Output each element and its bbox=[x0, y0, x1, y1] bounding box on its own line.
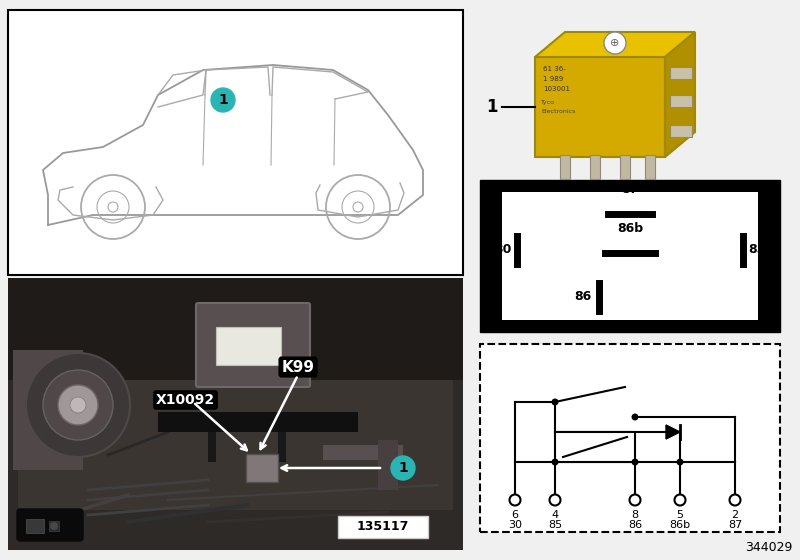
Bar bbox=[216, 327, 281, 365]
Circle shape bbox=[630, 494, 641, 506]
Text: 30: 30 bbox=[494, 243, 512, 256]
Bar bbox=[8, 278, 463, 550]
Bar bbox=[26, 519, 44, 533]
Polygon shape bbox=[665, 32, 695, 157]
Bar bbox=[590, 155, 600, 179]
FancyBboxPatch shape bbox=[196, 303, 310, 387]
Text: 6: 6 bbox=[511, 510, 518, 520]
Circle shape bbox=[510, 494, 521, 506]
Polygon shape bbox=[535, 32, 695, 57]
Circle shape bbox=[58, 385, 98, 425]
Bar bbox=[246, 454, 278, 482]
Bar bbox=[480, 344, 780, 532]
Text: 85: 85 bbox=[748, 243, 766, 256]
Circle shape bbox=[550, 494, 561, 506]
Text: 85: 85 bbox=[548, 520, 562, 530]
Circle shape bbox=[26, 353, 130, 457]
Text: 87: 87 bbox=[728, 520, 742, 530]
Text: 86: 86 bbox=[574, 291, 591, 304]
Bar bbox=[8, 10, 463, 275]
Text: 1 989: 1 989 bbox=[543, 76, 563, 82]
Text: Electronics: Electronics bbox=[541, 109, 575, 114]
Bar bbox=[338, 516, 428, 538]
Bar bbox=[560, 155, 570, 179]
Bar bbox=[555, 432, 635, 462]
Bar bbox=[208, 430, 216, 462]
Text: 61 36-: 61 36- bbox=[543, 66, 566, 72]
Text: 1: 1 bbox=[218, 93, 228, 107]
Text: 5: 5 bbox=[677, 510, 683, 520]
Bar bbox=[323, 445, 403, 460]
FancyBboxPatch shape bbox=[17, 509, 83, 541]
Bar bbox=[378, 440, 398, 490]
Text: X10092: X10092 bbox=[156, 393, 215, 407]
Circle shape bbox=[730, 494, 741, 506]
Bar bbox=[49, 521, 59, 531]
Bar bbox=[18, 380, 453, 510]
Text: 4: 4 bbox=[551, 510, 558, 520]
Text: 30: 30 bbox=[508, 520, 522, 530]
Bar bbox=[8, 278, 463, 380]
Text: 2: 2 bbox=[731, 510, 738, 520]
Circle shape bbox=[631, 413, 638, 421]
Polygon shape bbox=[758, 232, 780, 256]
Text: Tyco: Tyco bbox=[541, 100, 555, 105]
Bar bbox=[670, 67, 692, 79]
Text: 103001: 103001 bbox=[543, 86, 570, 92]
Circle shape bbox=[677, 459, 683, 465]
Circle shape bbox=[551, 459, 558, 465]
Circle shape bbox=[43, 370, 113, 440]
Bar bbox=[158, 412, 358, 432]
Circle shape bbox=[551, 399, 558, 405]
Text: 8: 8 bbox=[631, 510, 638, 520]
Text: ⊕: ⊕ bbox=[610, 38, 620, 48]
Text: 135117: 135117 bbox=[357, 520, 409, 534]
Bar bbox=[480, 180, 780, 332]
Circle shape bbox=[631, 459, 638, 465]
Text: 86b: 86b bbox=[617, 222, 643, 235]
Text: 87: 87 bbox=[622, 183, 638, 196]
Bar bbox=[670, 95, 692, 107]
Circle shape bbox=[604, 32, 626, 54]
Circle shape bbox=[70, 397, 86, 413]
Circle shape bbox=[674, 494, 686, 506]
Text: 1: 1 bbox=[486, 98, 498, 116]
Bar bbox=[620, 155, 630, 179]
Text: 1: 1 bbox=[398, 461, 408, 475]
Bar bbox=[13, 350, 83, 470]
Bar bbox=[670, 125, 692, 137]
Circle shape bbox=[211, 88, 235, 112]
Polygon shape bbox=[666, 425, 680, 439]
Circle shape bbox=[391, 456, 415, 480]
Text: 86b: 86b bbox=[670, 520, 690, 530]
Text: K99: K99 bbox=[282, 360, 314, 375]
Text: 344029: 344029 bbox=[745, 541, 792, 554]
Bar bbox=[502, 192, 758, 320]
Bar bbox=[645, 155, 655, 179]
Bar bbox=[278, 430, 286, 462]
Circle shape bbox=[50, 522, 58, 530]
Polygon shape bbox=[480, 232, 502, 256]
Text: 86: 86 bbox=[628, 520, 642, 530]
Bar bbox=[535, 57, 665, 157]
